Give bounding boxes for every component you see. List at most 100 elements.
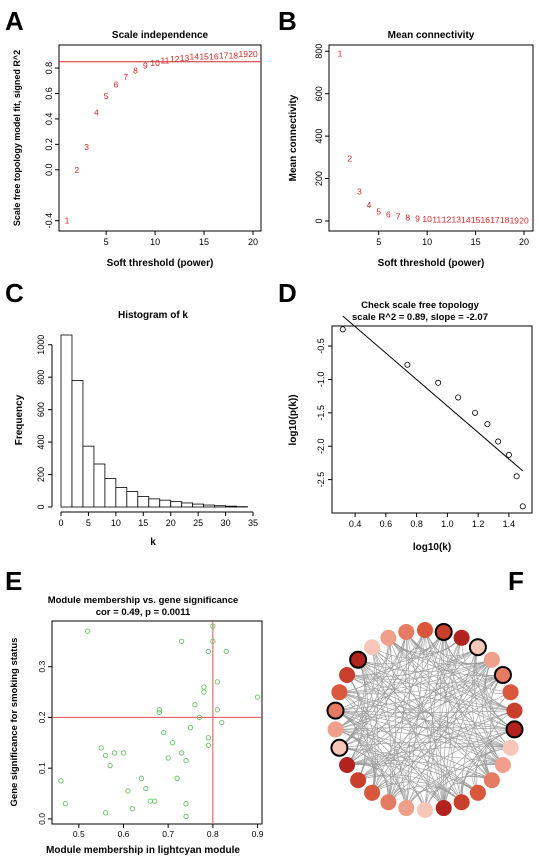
panel-a-x-tick-label: 5 (104, 237, 109, 247)
panel-e-data-point (210, 623, 216, 629)
panel-c-y-tick-label: 800 (36, 370, 46, 385)
panel-a-y-tick-label: 0.4 (44, 113, 54, 126)
panel-a-point-label: 1 (65, 216, 70, 226)
panel-b-ylabel: Mean connectivity (288, 94, 299, 181)
panel-c-histogram-bar (60, 334, 73, 508)
panel-a-y-tick-label: 0.0 (44, 164, 54, 177)
network-edge (346, 674, 515, 711)
panel-a-point-label: 4 (94, 108, 99, 118)
panel-c-x-tick-label: 0 (58, 518, 63, 528)
panel-a-y-tick-label: 0.2 (44, 138, 54, 151)
network-edge (471, 647, 493, 781)
panel-d-plot-area: 0.4 0.6 0.8 1.0 1.2 1.4 -2.5 -2.0 -1.5 -1.0 -0.5 (316, 315, 526, 529)
panel-c-histogram-bar (192, 503, 205, 508)
panel-d-x-tick-label: 0.8 (410, 519, 423, 529)
network-node (330, 738, 349, 757)
panel-a-point-label: 20 (248, 49, 258, 59)
panel-c-histogram-bar (126, 491, 139, 508)
network-edge (461, 637, 515, 711)
network-edge (388, 637, 503, 677)
network-node (327, 721, 344, 738)
panel-d-data-point (435, 379, 442, 386)
panel-c-y-tick-label: 0 (36, 504, 46, 509)
network-node (453, 629, 470, 646)
panel-b-point-label: 11 (432, 214, 441, 224)
panel-c-xlabel: k (150, 537, 156, 548)
panel-letter-e: E (5, 566, 22, 596)
panel-a-point-label: 11 (160, 55, 169, 65)
panel-d-x-tick-label: 1.4 (503, 519, 516, 529)
network-node (417, 622, 433, 638)
network-edge (424, 729, 515, 811)
panel-c-y-tick-label: 200 (36, 467, 46, 482)
panel-a-x-tick-label: 20 (248, 237, 258, 247)
panel-b-point-label: 10 (422, 214, 432, 224)
network-node (326, 701, 345, 720)
network-edge (335, 710, 479, 794)
network-edge (346, 674, 504, 685)
panel-e-data-point (58, 778, 64, 784)
panel-e-data-point (85, 628, 91, 634)
panel-d-data-point (519, 503, 526, 510)
panel-letter-f: F (508, 566, 524, 596)
panel-e-data-point (183, 801, 189, 807)
panel-f-network (326, 622, 524, 818)
panel-a-y-tick-label: 0.8 (44, 62, 54, 75)
panel-b-x-tick-label: 10 (422, 237, 432, 247)
network-edge (443, 631, 493, 781)
panel-d-plot-frame (331, 325, 533, 514)
network-node (364, 639, 381, 656)
network-edge (346, 631, 407, 766)
network-edge (406, 631, 511, 693)
panel-d-x-tick-label: 1.0 (441, 519, 454, 529)
panel-a-x-tick-label: 15 (199, 237, 209, 247)
panel-e-data-point (152, 798, 158, 804)
network-edge (335, 659, 365, 730)
network-edge (474, 647, 504, 766)
network-node (417, 802, 433, 818)
network-edge (424, 629, 504, 766)
panel-letter-c: C (5, 278, 24, 308)
panel-b-point-label: 2 (347, 153, 352, 163)
panel-c-x-tick-label: 10 (111, 518, 121, 528)
panel-b-point-label: 1 (338, 48, 343, 58)
network-edge (371, 647, 392, 803)
panel-e-data-point (98, 745, 104, 751)
network-edge (339, 637, 389, 749)
network-edge (339, 747, 462, 803)
panel-e-data-point (187, 724, 194, 731)
panel-a-point-label: 15 (199, 52, 209, 62)
network-node (483, 772, 500, 789)
panel-b-mean-connectivity: Mean connectivity Soft threshold (power)… (288, 30, 534, 269)
panel-c-histogram: Histogram of k k Frequency 0 5 10 15 20 25 30 3… (14, 310, 258, 548)
panel-c-histogram-bar (93, 463, 106, 508)
panel-a-point-label: 19 (238, 49, 248, 59)
network-node (331, 684, 348, 701)
panel-e-y-tick-label: 0.3 (37, 661, 47, 673)
panel-b-point-label: 14 (461, 215, 471, 225)
network-edge (339, 741, 511, 749)
panel-e-data-point (254, 694, 261, 700)
network-node (434, 622, 453, 641)
network-edge (357, 659, 407, 809)
network-node (398, 623, 415, 640)
network-node (453, 794, 470, 811)
panel-c-x-tick-label: 15 (138, 518, 148, 528)
panel-e-subtitle: cor = 0.49, p = 0.0011 (96, 607, 191, 618)
network-edge (357, 647, 379, 781)
panel-d-fit-line (342, 315, 524, 472)
panel-e-xlabel: Module membership in lightcyan module (46, 845, 240, 856)
panel-c-title: Histogram of k (118, 310, 188, 321)
panel-a-y-tick-label: -0.4 (44, 213, 54, 229)
panel-e-y-tick-label: 0.2 (37, 711, 47, 723)
panel-a-scale-independence: Scale independence Soft threshold (power… (12, 30, 262, 269)
panel-b-point-label: 5 (376, 206, 381, 216)
panel-a-point-label: 17 (219, 50, 229, 60)
panel-c-histogram-bar (203, 504, 215, 508)
panel-b-x-tick-label: 15 (471, 237, 481, 247)
network-edge (357, 659, 515, 711)
panel-d-x-tick-label: 1.2 (472, 519, 485, 529)
panel-d-xlabel: log10(k) (413, 542, 451, 553)
panel-d-y-tick-label: -2.0 (316, 438, 326, 454)
